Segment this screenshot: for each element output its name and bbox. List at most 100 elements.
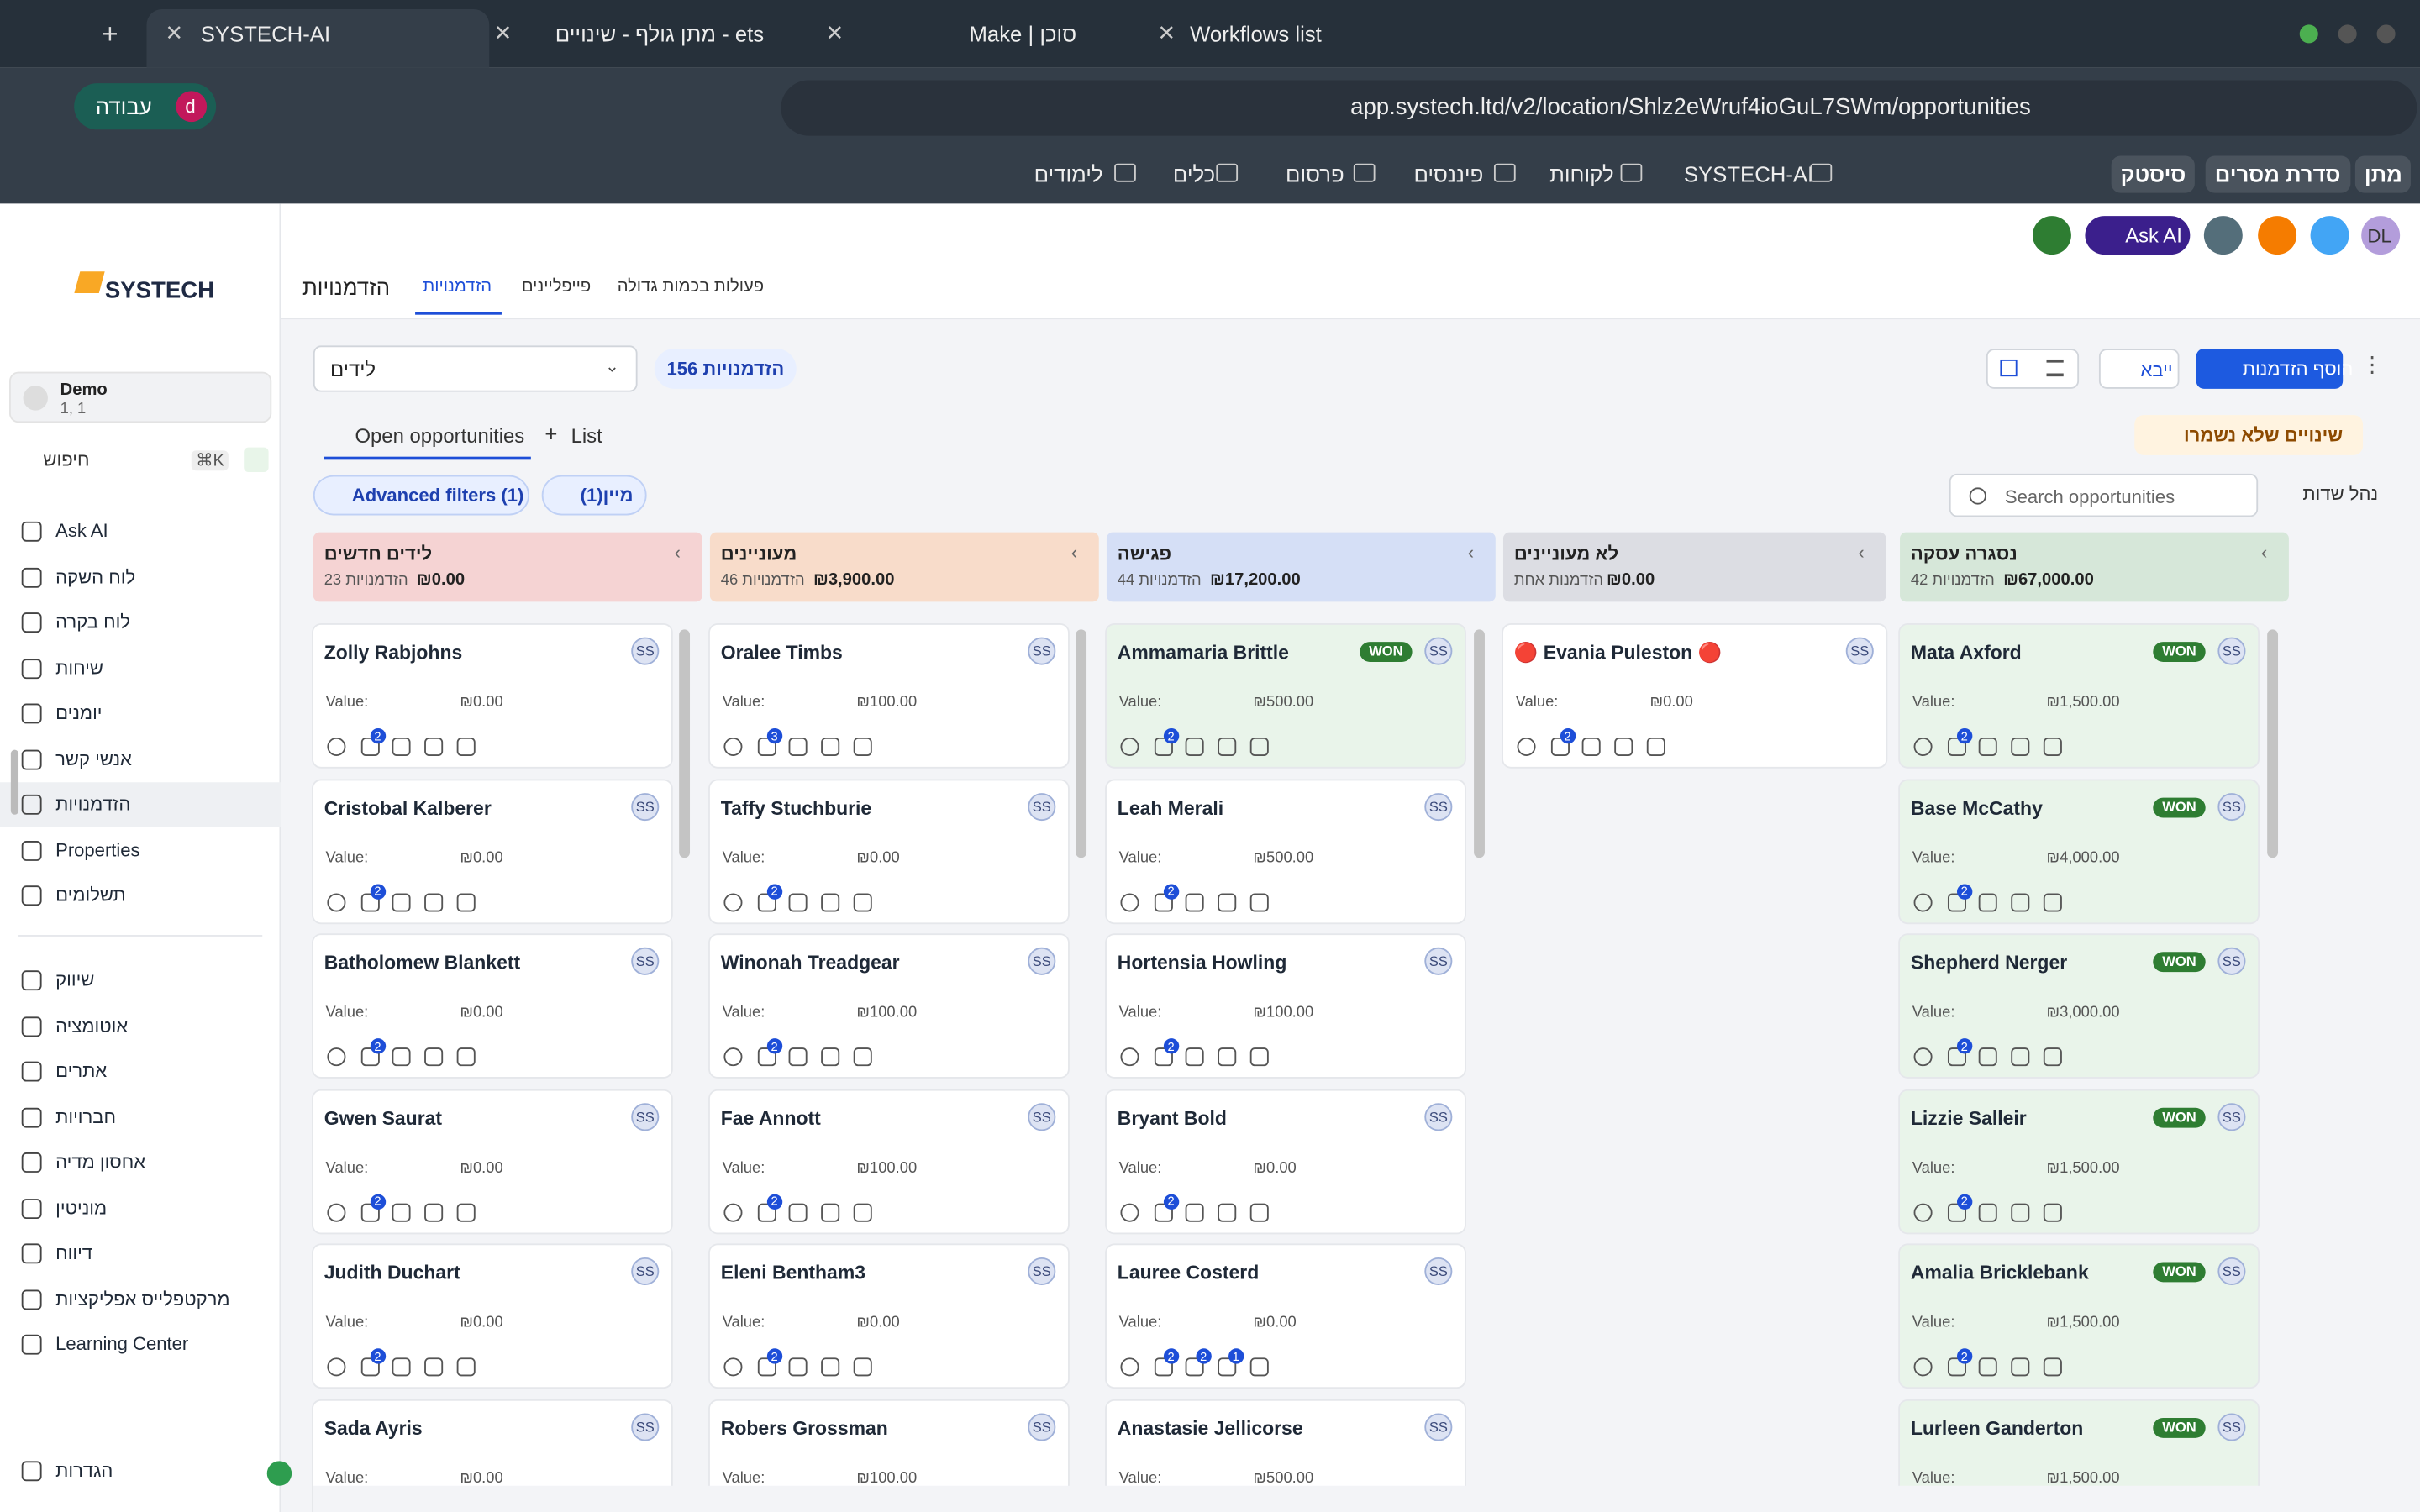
nav-item[interactable]: הזדמנויות: [55, 793, 131, 815]
card-action[interactable]: [2011, 1357, 2030, 1377]
card-action[interactable]: [424, 1357, 444, 1377]
card-action[interactable]: [853, 892, 872, 911]
card-action[interactable]: [1581, 737, 1601, 757]
nav-item[interactable]: Properties: [55, 838, 140, 860]
tab-close[interactable]: ✕: [493, 19, 513, 45]
account[interactable]: Demo 1, 1: [9, 371, 272, 423]
card-action[interactable]: [821, 737, 840, 757]
search-box[interactable]: Search opportunities: [1949, 473, 2259, 517]
card[interactable]: Zolly Rabjohns SS Value: ₪0.00 2: [313, 624, 671, 767]
card-action[interactable]: [1978, 1202, 1997, 1221]
card-action[interactable]: [456, 1047, 476, 1067]
card-action[interactable]: [1978, 892, 1997, 911]
nav-item[interactable]: Learning Center: [55, 1332, 189, 1355]
card-action[interactable]: [821, 1357, 840, 1377]
search[interactable]: חיפוש: [43, 449, 90, 471]
card-action[interactable]: [2043, 1357, 2062, 1377]
tab-close[interactable]: ✕: [165, 19, 184, 45]
card-action[interactable]: [1913, 737, 1933, 757]
card-action[interactable]: [1249, 892, 1269, 911]
profile-pill[interactable]: עבודה d: [74, 83, 217, 130]
card-action[interactable]: [821, 1202, 840, 1221]
bookmark-pill[interactable]: מתן: [2354, 155, 2412, 193]
card-action[interactable]: [1218, 1357, 1237, 1377]
filters-btn[interactable]: Advanced filters (1): [313, 475, 530, 516]
page-tab[interactable]: הזדמנויות: [423, 277, 492, 297]
card-action[interactable]: [1120, 1047, 1139, 1067]
collapse-col[interactable]: ‹: [1858, 541, 1865, 564]
card-action[interactable]: [2011, 737, 2030, 757]
card[interactable]: Cristobal Kalberer SS Value: ₪0.00 2: [313, 780, 671, 922]
card-action[interactable]: [1120, 1357, 1139, 1377]
card-action[interactable]: [327, 1357, 346, 1377]
card-action[interactable]: [2011, 1202, 2030, 1221]
card-action[interactable]: [2043, 1202, 2062, 1221]
card-action[interactable]: [1249, 1047, 1269, 1067]
card-action[interactable]: [1120, 737, 1139, 757]
card-action[interactable]: [723, 892, 743, 911]
nav-item[interactable]: הגדרות: [55, 1459, 113, 1482]
card-action[interactable]: [788, 737, 808, 757]
card-action[interactable]: [2043, 1047, 2062, 1067]
bookmark[interactable]: לקוחות: [1549, 161, 1614, 187]
card-action[interactable]: [1550, 737, 1570, 757]
new-tab[interactable]: +: [102, 18, 118, 50]
card-action[interactable]: [853, 1202, 872, 1221]
card-action[interactable]: [456, 892, 476, 911]
card-action[interactable]: [723, 1047, 743, 1067]
nav-item[interactable]: לוח בקרה: [55, 611, 131, 633]
bookmark-pill[interactable]: סיסטק: [2111, 155, 2196, 193]
card-action[interactable]: [392, 1047, 411, 1067]
card-action[interactable]: [788, 892, 808, 911]
card[interactable]: Taffy Stuchburie SS Value: ₪0.00 2: [709, 780, 1069, 922]
add-btn[interactable]: הוסף הזדמנות: [2196, 349, 2353, 389]
manage-fields[interactable]: נהל שדות: [2302, 482, 2379, 505]
collapse-btn[interactable]: [266, 1461, 292, 1486]
card-action[interactable]: [1978, 737, 1997, 757]
card[interactable]: Shepherd Nerger SS WON Value: ₪3,000.00 2: [1900, 935, 2259, 1078]
url[interactable]: app.systech.ltd/v2/location/Shlz2eWruf4i…: [1350, 94, 2031, 121]
card-action[interactable]: [788, 1047, 808, 1067]
card-action[interactable]: [327, 737, 346, 757]
bookmark[interactable]: פרסום: [1286, 161, 1344, 187]
card[interactable]: Ammamaria Brittle SS WON Value: ₪500.00 2: [1106, 624, 1465, 767]
card-action[interactable]: [1913, 892, 1933, 911]
tab-title[interactable]: ets - מתן גולף - שינויים: [555, 21, 765, 47]
card-action[interactable]: [327, 1202, 346, 1221]
card-action[interactable]: [788, 1202, 808, 1221]
card[interactable]: 🔴 Evania Puleston 🔴 SS Value: ₪0.00 2: [1502, 624, 1886, 767]
card-action[interactable]: [1185, 1357, 1204, 1377]
tab-title[interactable]: SYSTECH-AI: [200, 21, 331, 47]
nav-item[interactable]: חברויות: [55, 1105, 117, 1127]
nav-item[interactable]: שיווק: [55, 969, 95, 991]
tab-title[interactable]: Make | סוכן: [969, 21, 1077, 47]
nav-item[interactable]: Ask AI: [55, 519, 108, 542]
card-action[interactable]: [1517, 737, 1536, 757]
card-action[interactable]: [788, 1357, 808, 1377]
card-action[interactable]: [392, 1357, 411, 1377]
card[interactable]: Base McCathy SS WON Value: ₪4,000.00 2: [1900, 780, 2259, 922]
ask-ai-btn[interactable]: Ask AI: [2085, 216, 2191, 255]
page-tab[interactable]: פעולות בכמות גדולה: [617, 277, 765, 297]
card-action[interactable]: [1120, 1202, 1139, 1221]
page-tab[interactable]: פייפליינים: [521, 277, 592, 297]
card-action[interactable]: [2011, 1047, 2030, 1067]
card-action[interactable]: [456, 737, 476, 757]
card[interactable]: Judith Duchart SS Value: ₪0.00 2: [313, 1245, 671, 1388]
header-icon[interactable]: [2310, 216, 2349, 255]
card-action[interactable]: [853, 1357, 872, 1377]
card-action[interactable]: [1218, 1047, 1237, 1067]
menu-dots[interactable]: ⋮: [2361, 351, 2383, 377]
header-icon[interactable]: [2032, 216, 2071, 255]
nav-item[interactable]: אנשי קשר: [55, 747, 132, 769]
card-action[interactable]: [723, 1202, 743, 1221]
header-icon[interactable]: [2203, 216, 2243, 255]
bookmark[interactable]: פיננסים: [1413, 161, 1484, 187]
card-action[interactable]: [723, 1357, 743, 1377]
card-action[interactable]: [1185, 892, 1204, 911]
card[interactable]: Leah Merali SS Value: ₪500.00 2: [1106, 780, 1465, 922]
card-action[interactable]: [1249, 737, 1269, 757]
sort-btn[interactable]: מיין(1): [541, 475, 647, 516]
card[interactable]: Hortensia Howling SS Value: ₪100.00 2: [1106, 935, 1465, 1078]
card-action[interactable]: [327, 892, 346, 911]
